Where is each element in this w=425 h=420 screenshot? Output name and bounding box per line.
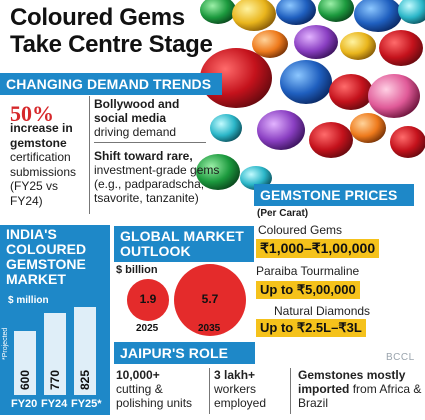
india-bar-category: FY24 <box>41 398 68 410</box>
certification-increase-stat: 50% <box>10 101 54 126</box>
jaipur-fact-units: 10,000+ cutting & polishing units <box>116 368 208 410</box>
jaipur-fact-workers: 3 lakh+ workers employed <box>214 368 276 410</box>
divider-horizontal <box>94 142 206 143</box>
global-bubble-value: 5.7 <box>201 292 219 306</box>
india-market-unit: $ million <box>8 295 49 306</box>
per-carat-label: (Per Carat) <box>257 208 309 219</box>
divider-vertical <box>290 368 291 414</box>
units-count: 10,000+ <box>116 368 160 382</box>
global-market-header: GLOBAL MARKET OUTLOOK <box>114 226 254 262</box>
stat-line-1: increase in <box>10 121 73 135</box>
jaipur-fact-imports: Gemstones mostly imported from Africa & … <box>298 368 422 410</box>
trend-bollywood-bold: Bollywood and social media <box>94 97 180 125</box>
global-market-bubbles: 1.9 2025 5.7 2035 <box>114 262 254 342</box>
divider-vertical <box>209 368 210 414</box>
india-bar-fy25 <box>74 307 96 395</box>
india-market-title: INDIA'S COLOURED GEMSTONE MARKET <box>6 226 87 287</box>
credit-label: BCCL <box>386 352 415 363</box>
price-value-coloured: ₹1,000–₹1,00,000 <box>256 239 380 258</box>
imports-rest: from Africa & Brazil <box>298 382 422 410</box>
global-market-unit: $ billion <box>116 264 158 276</box>
stat-detail: certification submissions (FY25 vs FY24) <box>10 150 77 208</box>
gemstone-prices-header: GEMSTONE PRICES <box>254 184 414 206</box>
imports-bold: Gemstones mostly imported <box>298 368 406 396</box>
india-bar-fy24 <box>44 312 66 395</box>
trend-bollywood: Bollywood and social media driving deman… <box>94 97 214 139</box>
jaipur-role-header: JAIPUR'S ROLE <box>114 342 255 364</box>
trend-rare-rest: investment-grade gems (e.g., padparadsch… <box>94 163 220 205</box>
india-bar-category: FY20 <box>11 398 38 410</box>
india-bar-value: 600 <box>18 369 32 391</box>
workers-count: 3 lakh+ <box>214 368 256 382</box>
global-bubble-year: 2035 <box>198 323 221 334</box>
certification-increase-text: increase in gemstone certification submi… <box>10 121 92 208</box>
india-bar-category: FY25* <box>71 398 102 410</box>
price-label-paraiba: Paraiba Tourmaline <box>256 264 360 278</box>
price-value-paraiba: Up to ₹5,00,000 <box>256 281 360 299</box>
india-bar-value: 770 <box>48 369 62 391</box>
price-value-diamonds: Up to ₹2.5L–₹3L <box>256 319 366 337</box>
global-bubble-year: 2025 <box>136 323 159 334</box>
trend-rare-bold: Shift toward rare, <box>94 149 193 163</box>
price-label-coloured: Coloured Gems <box>258 223 343 237</box>
divider-vertical <box>89 96 90 214</box>
workers-desc: workers employed <box>214 382 267 410</box>
global-bubble-2025 <box>127 279 169 321</box>
units-desc: cutting & polishing units <box>116 382 193 410</box>
gemstones-illustration <box>196 0 425 190</box>
trend-bollywood-rest: driving demand <box>94 125 177 139</box>
demand-trends-header: CHANGING DEMAND TRENDS <box>0 73 222 95</box>
global-bubble-value: 1.9 <box>139 292 157 306</box>
page-title: Coloured Gems Take Centre Stage <box>10 4 213 58</box>
india-market-bars: 600 FY20 770 FY24 825 FY25* <box>0 0 110 415</box>
stat-line-2: gemstone <box>10 135 67 150</box>
india-bar-value: 825 <box>78 369 92 391</box>
trend-rare-gems: Shift toward rare, investment-grade gems… <box>94 149 222 205</box>
global-bubble-2035 <box>174 264 246 336</box>
price-label-diamonds: Natural Diamonds <box>274 304 371 318</box>
india-bar-fy20 <box>14 331 36 395</box>
